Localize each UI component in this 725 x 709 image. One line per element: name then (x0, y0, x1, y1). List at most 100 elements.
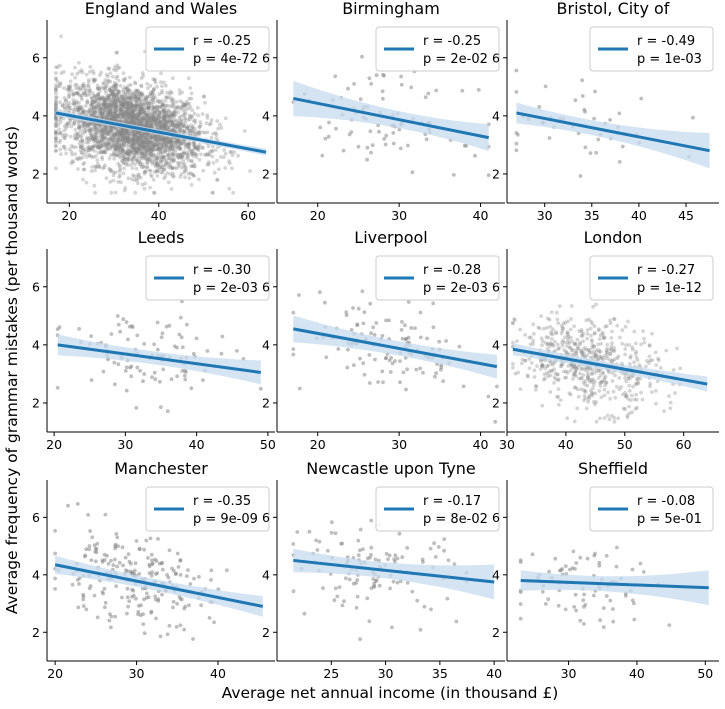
scatter-point (369, 545, 374, 550)
scatter-point (630, 598, 635, 603)
scatter-point (641, 570, 646, 574)
scatter-point (215, 119, 220, 123)
scatter-point (154, 142, 158, 147)
scatter-point (87, 586, 92, 591)
scatter-point (144, 142, 149, 147)
scatter-point (209, 568, 214, 573)
scatter-point (168, 163, 173, 168)
scatter-point (94, 97, 99, 102)
scatter-point (138, 162, 142, 167)
scatter-point (146, 595, 151, 599)
scatter-point (161, 141, 165, 145)
scatter-point (108, 169, 113, 174)
scatter-point (334, 126, 338, 131)
scatter-point (155, 163, 160, 168)
scatter-point (136, 136, 141, 140)
scatter-point (110, 93, 115, 97)
scatter-point (128, 115, 133, 119)
scatter-point (109, 332, 114, 336)
scatter-point (141, 148, 145, 153)
scatter-point (148, 185, 152, 190)
scatter-point (205, 130, 210, 135)
scatter-point (163, 143, 168, 148)
scatter-point (343, 576, 348, 581)
scatter-point (58, 63, 62, 68)
scatter-point (162, 122, 167, 126)
scatter-point (54, 140, 58, 144)
scatter-point (374, 321, 379, 325)
scatter-point (574, 561, 579, 565)
scatter-point (356, 538, 361, 543)
scatter-point (611, 389, 616, 394)
scatter-point (421, 370, 425, 375)
scatter-point (83, 130, 87, 135)
x-tick-label: 40 (473, 437, 489, 452)
scatter-point (138, 145, 143, 149)
scatter-point (578, 555, 583, 560)
scatter-point (362, 310, 367, 315)
scatter-point (178, 99, 183, 103)
scatter-point (182, 110, 187, 115)
scatter-point (582, 622, 586, 626)
scatter-point (160, 115, 165, 120)
scatter-point (109, 103, 113, 108)
scatter-point (132, 104, 137, 109)
scatter-point (145, 136, 149, 141)
scatter-point (73, 107, 78, 112)
scatter-point (169, 115, 174, 120)
scatter-point (80, 155, 85, 160)
scatter-point (437, 339, 442, 344)
scatter-point (144, 538, 149, 543)
scatter-point (445, 596, 450, 601)
scatter-point (57, 127, 61, 131)
scatter-point (116, 90, 120, 95)
scatter-point (109, 103, 113, 108)
scatter-point (179, 117, 184, 122)
scatter-point (83, 104, 88, 108)
y-tick-label: 6 (262, 279, 270, 294)
scatter-point (146, 556, 150, 560)
scatter-point (604, 594, 609, 598)
scatter-point (388, 370, 393, 374)
scatter-point (164, 144, 169, 149)
scatter-point (188, 86, 193, 90)
scatter-point (201, 168, 206, 173)
scatter-point (146, 106, 150, 111)
scatter-point (132, 132, 137, 137)
scatter-point (151, 87, 156, 92)
scatter-point (129, 561, 133, 566)
scatter-point (154, 559, 159, 563)
scatter-point (126, 176, 131, 181)
scatter-point (126, 95, 130, 100)
scatter-point (97, 165, 102, 170)
scatter-point (145, 155, 150, 160)
scatter-point (547, 569, 551, 574)
scatter-point (129, 149, 134, 154)
y-tick-label: 2 (492, 625, 500, 640)
scatter-point (620, 144, 625, 149)
scatter-point (114, 108, 118, 113)
scatter-point (116, 136, 121, 141)
scatter-point (130, 156, 135, 161)
scatter-point (108, 127, 113, 132)
scatter-point (187, 129, 192, 134)
scatter-point (145, 98, 149, 103)
scatter-point (223, 116, 228, 121)
scatter-point (602, 387, 607, 392)
scatter-point (383, 142, 388, 147)
y-tick-label: 4 (262, 567, 270, 582)
scatter-point (139, 151, 144, 155)
scatter-point (93, 125, 98, 130)
scatter-point (342, 599, 346, 604)
scatter-point (54, 130, 58, 135)
scatter-point (148, 173, 153, 177)
scatter-point (619, 385, 623, 389)
scatter-point (98, 123, 103, 128)
scatter-point (601, 356, 605, 360)
scatter-point (137, 98, 142, 103)
scatter-point (106, 147, 111, 152)
scatter-point (134, 94, 139, 99)
scatter-point (179, 335, 184, 340)
scatter-point (108, 129, 113, 134)
